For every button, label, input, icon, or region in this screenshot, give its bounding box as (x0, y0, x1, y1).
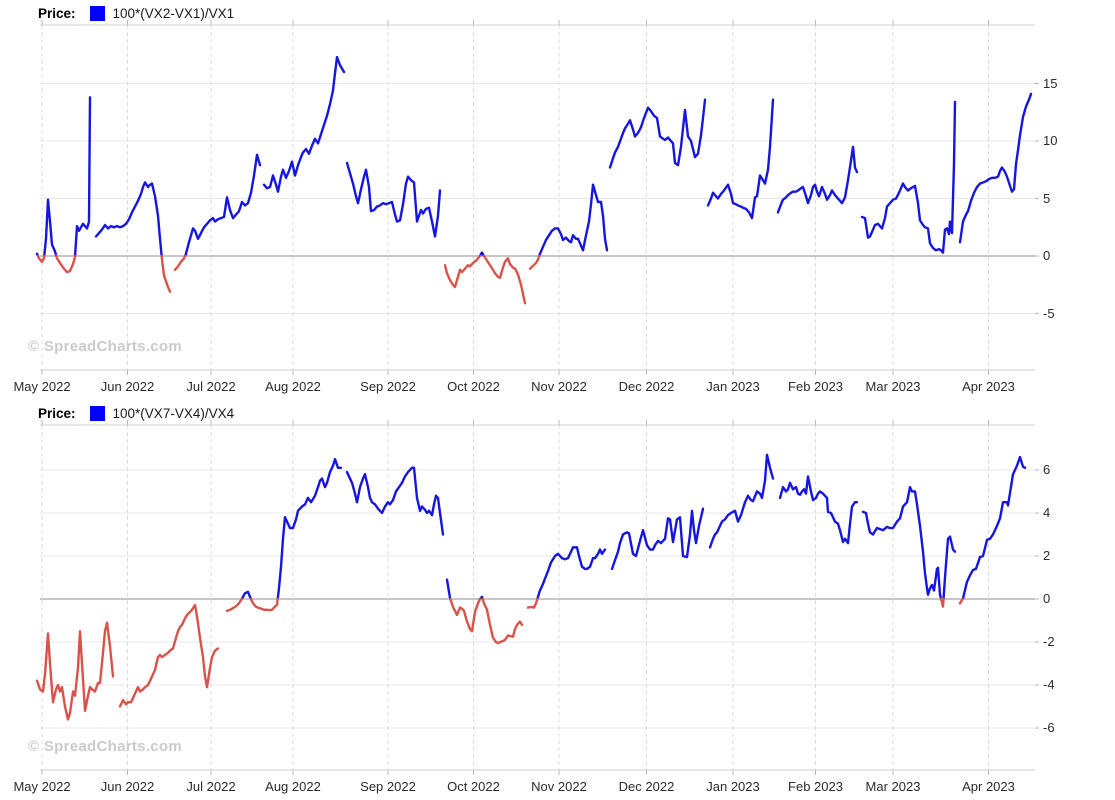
y-axis-label: 10 (1043, 133, 1058, 149)
price-line-negative (36, 254, 541, 305)
y-axis-label: -6 (1043, 720, 1055, 736)
x-axis-label: Jun 2022 (100, 779, 155, 794)
x-axis-label: Apr 2023 (962, 779, 1015, 794)
x-axis-label: Aug 2022 (265, 779, 321, 794)
x-axis-label: Sep 2022 (360, 379, 416, 394)
x-axis-label: Nov 2022 (531, 379, 587, 394)
y-axis: 15 10 5 0 -5 (1043, 0, 1083, 400)
x-axis-label: May 2022 (13, 379, 71, 394)
x-axis-label: Oct 2022 (447, 379, 500, 394)
x-axis-label: Oct 2022 (447, 779, 500, 794)
y-axis-label: 0 (1043, 248, 1051, 264)
chart-panel-vx7-vx4: Price: 100*(VX7-VX4)/VX4 © SpreadCharts.… (0, 400, 1115, 800)
x-axis-label: Jul 2022 (186, 379, 236, 394)
x-axis-label: Jan 2023 (706, 379, 760, 394)
x-axis-label: Apr 2023 (962, 379, 1015, 394)
y-axis-label: 15 (1043, 75, 1058, 91)
x-axis-label: Mar 2023 (865, 379, 921, 394)
price-line-positive (240, 453, 1027, 601)
x-axis-label: Jul 2022 (186, 779, 236, 794)
price-line-negative (35, 597, 964, 721)
watermark: © SpreadCharts.com (28, 738, 182, 755)
x-axis-label: Sep 2022 (360, 779, 416, 794)
x-axis-label: Nov 2022 (531, 779, 587, 794)
x-axis-label: Aug 2022 (265, 379, 321, 394)
legend-series-formula: 100*(VX2-VX1)/VX1 (112, 5, 235, 21)
x-axis-label: Jun 2022 (100, 379, 155, 394)
y-axis-label: 4 (1043, 504, 1051, 520)
y-axis-label: 2 (1043, 547, 1051, 563)
x-axis-label: Feb 2023 (788, 379, 843, 394)
x-axis: May 2022 Jun 2022 Jul 2022 Aug 2022 Sep 2022… (0, 779, 1115, 797)
legend: Price: 100*(VX7-VX4)/VX4 (38, 404, 234, 422)
chart-panel-vx2-vx1: Price: 100*(VX2-VX1)/VX1 © SpreadCharts.… (0, 0, 1115, 400)
legend-color-swatch (89, 5, 105, 21)
x-axis-label: May 2022 (13, 779, 71, 794)
legend-price-label: Price: (38, 405, 76, 421)
y-axis: 6 4 2 0 -2 -4 -6 (1043, 400, 1083, 800)
x-axis-label: Dec 2022 (618, 379, 675, 394)
x-axis-label: Dec 2022 (618, 779, 675, 794)
y-axis-label: 6 (1043, 461, 1051, 477)
y-axis-label: -2 (1043, 634, 1055, 650)
legend-price-label: Price: (38, 5, 76, 21)
y-axis-label: 5 (1043, 190, 1051, 206)
price-plot[interactable] (35, 420, 1039, 775)
watermark: © SpreadCharts.com (28, 338, 182, 355)
y-axis-label: -4 (1043, 677, 1055, 693)
x-axis-label: Feb 2023 (788, 779, 843, 794)
x-axis-label: Jan 2023 (706, 779, 760, 794)
y-axis-label: -5 (1043, 305, 1055, 321)
legend: Price: 100*(VX2-VX1)/VX1 (38, 4, 234, 22)
y-axis-label: 0 (1043, 591, 1051, 606)
legend-color-swatch (89, 405, 105, 421)
x-axis-label: Mar 2023 (865, 779, 921, 794)
price-plot[interactable] (35, 20, 1039, 375)
legend-series-formula: 100*(VX7-VX4)/VX4 (112, 405, 235, 421)
x-axis: May 2022 Jun 2022 Jul 2022 Aug 2022 Sep 2022… (0, 379, 1115, 397)
price-line-positive (35, 55, 1033, 258)
